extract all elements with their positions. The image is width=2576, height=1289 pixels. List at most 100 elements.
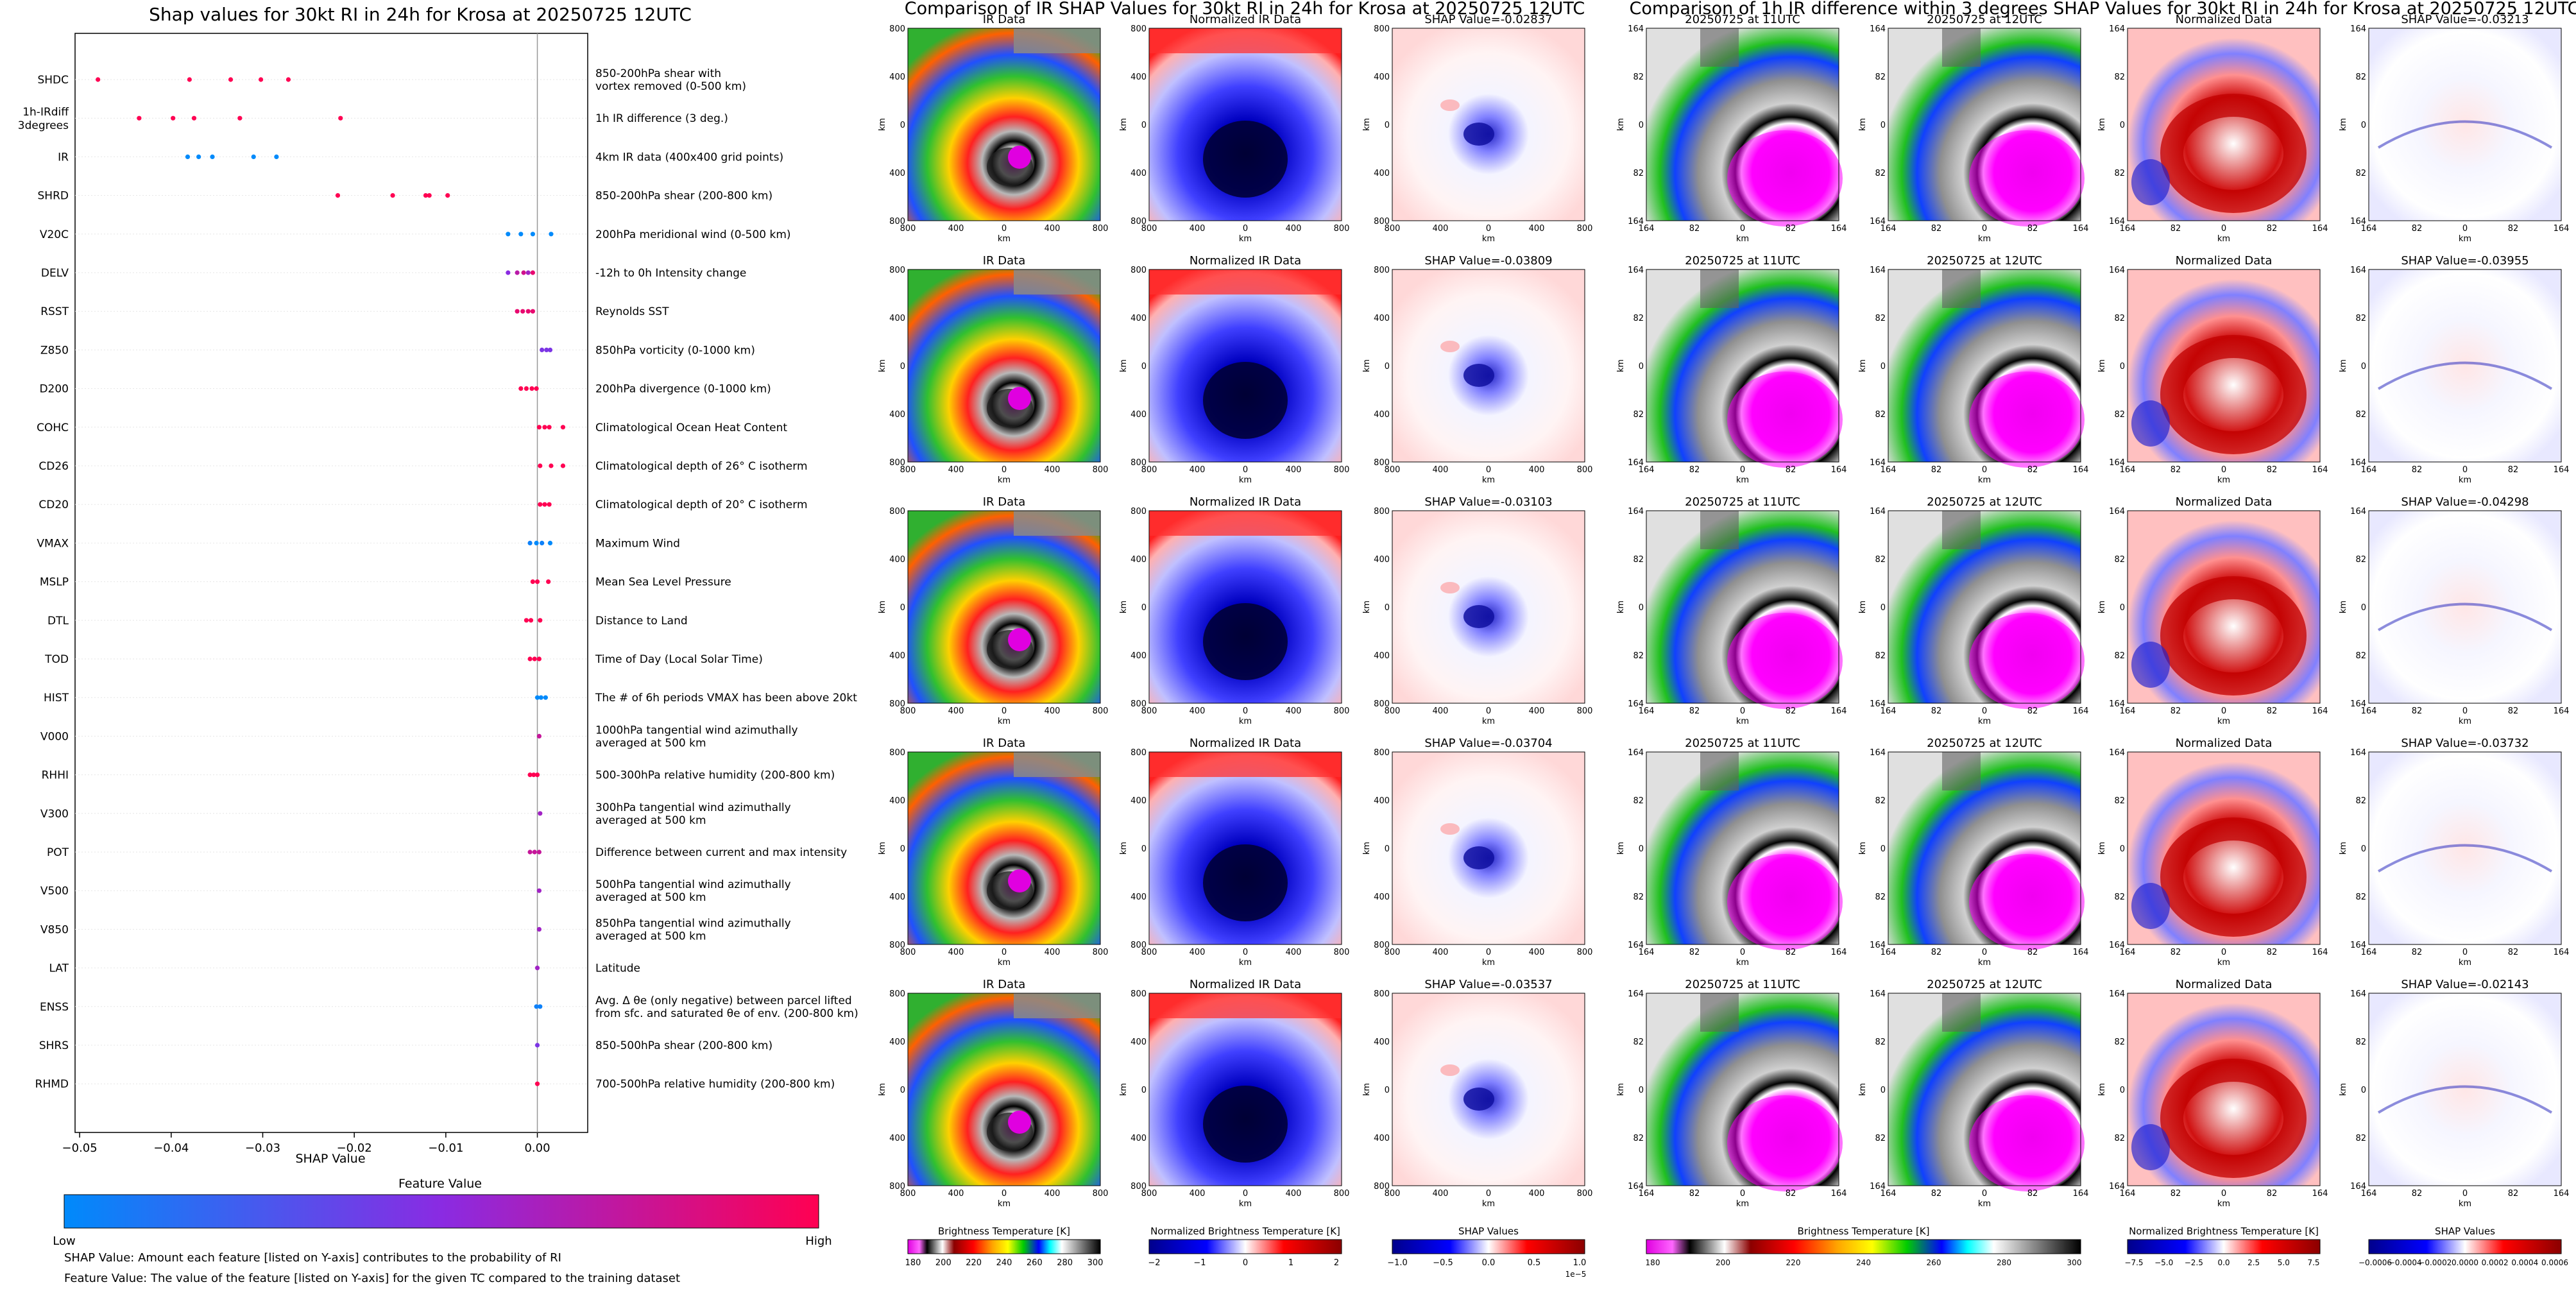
x-tick-label: 800	[1385, 948, 1401, 957]
x-tick-label: 82	[1931, 706, 1942, 716]
y-tick-label: 82	[2355, 796, 2366, 806]
shap-point	[191, 115, 197, 121]
x-tick-label: 164	[1881, 465, 1897, 475]
y-tick-label: 800	[889, 458, 905, 468]
x-tick-label: 0	[1982, 224, 1987, 234]
shap-point	[185, 154, 191, 159]
feature-code-label: CD26	[38, 460, 69, 473]
x-tick-label: 164	[2361, 1189, 2377, 1199]
x-tick-label: 800	[1334, 1189, 1350, 1199]
shap-point	[536, 733, 542, 738]
y-tick-label: 0	[2120, 121, 2125, 130]
x-tick-label: 0	[1002, 224, 1007, 234]
y-tick-label: 800	[1130, 941, 1147, 950]
y-tick-label: 82	[1875, 1134, 1886, 1143]
x-tick-label: 82	[1689, 224, 1700, 234]
y-tick-label: 82	[1633, 555, 1644, 565]
panel-title: Normalized Data	[2176, 737, 2273, 750]
x-tick-label: 0	[2221, 224, 2226, 234]
panel-image	[907, 751, 1101, 945]
y-tick-label: 800	[889, 24, 905, 34]
y-tick-label: 400	[1374, 410, 1390, 420]
x-tick-label: 164	[2361, 706, 2377, 716]
x-tick-label: 800	[1385, 224, 1401, 234]
y-tick-label: 164	[1628, 266, 1644, 275]
x-axis-unit: km	[1736, 475, 1749, 485]
x-tick-label: 800	[900, 948, 916, 957]
y-tick-label: 164	[1628, 748, 1644, 758]
shap-point	[532, 849, 537, 855]
x-axis-unit: km	[1736, 234, 1749, 244]
y-axis-unit: km	[2339, 1083, 2348, 1096]
x-tick-label: 800	[1093, 465, 1109, 475]
y-tick-label: 800	[1130, 699, 1147, 709]
x-axis-unit: km	[1978, 234, 1991, 244]
shap-point	[524, 618, 529, 623]
y-axis-unit: km	[1858, 118, 1868, 131]
y-tick-label: 82	[1633, 1134, 1644, 1143]
y-tick-label: 0	[900, 121, 905, 130]
y-axis-unit: km	[1362, 1083, 1372, 1096]
x-tick-label: 82	[2171, 706, 2181, 716]
x-tick-label: 0	[1740, 948, 1745, 957]
x-axis-unit: km	[1239, 234, 1252, 244]
y-tick-label: 0	[900, 844, 905, 854]
x-axis-unit: km	[2217, 1199, 2230, 1209]
shap-point	[538, 502, 543, 507]
x-tick-label: 0	[2221, 1189, 2226, 1199]
y-tick-label: 0	[1881, 603, 1886, 613]
y-tick-label: 0	[2120, 603, 2125, 613]
y-tick-label: 82	[2355, 1134, 2366, 1143]
x-tick-label: 82	[2027, 224, 2038, 234]
shap-point	[547, 425, 552, 430]
x-tick-label: 400	[1433, 706, 1449, 716]
x-tick-label: 164	[2312, 1189, 2328, 1199]
shap-point	[534, 966, 540, 971]
x-tick-label: 400	[1045, 224, 1061, 234]
y-tick-label: 400	[1374, 555, 1390, 565]
x-tick-label: 164	[2554, 465, 2570, 475]
shap-point	[259, 77, 264, 82]
y-tick-label: 800	[889, 1182, 905, 1191]
shap-point	[427, 193, 432, 198]
y-tick-label: 82	[2355, 314, 2366, 323]
shap-point	[547, 347, 553, 353]
y-tick-label: 82	[1875, 73, 1886, 82]
x-axis-unit: km	[1978, 1199, 1991, 1209]
x-tick-label: −0.01	[428, 1141, 463, 1155]
y-tick-label: 164	[2350, 748, 2366, 758]
y-tick-label: 82	[1633, 314, 1644, 323]
y-axis-unit: km	[2097, 1083, 2107, 1096]
y-tick-label: 0	[1385, 844, 1390, 854]
shap-point	[196, 154, 201, 159]
feature-code-label: V000	[40, 730, 69, 743]
x-tick-label: −0.05	[62, 1141, 98, 1155]
y-tick-label: 0	[1141, 362, 1147, 371]
x-tick-label: 164	[2120, 1189, 2136, 1199]
shap-point	[542, 502, 547, 507]
y-tick-label: 164	[2350, 266, 2366, 275]
feature-value-colorbar	[64, 1194, 819, 1229]
x-tick-label: 0	[1982, 948, 1987, 957]
colorbar-tick-label: 0.0	[1482, 1258, 1496, 1268]
shap-point	[338, 115, 343, 121]
panel-title: 20250725 at 11UTC	[1685, 737, 1800, 750]
feature-code-label: COHC	[37, 422, 69, 434]
y-tick-label: 400	[1130, 1134, 1147, 1143]
feature-description-label: Time of Day (Local Solar Time)	[595, 653, 763, 666]
shap-point	[547, 502, 552, 507]
x-tick-label: 800	[900, 465, 916, 475]
panel-title: IR Data	[983, 978, 1026, 991]
y-tick-label: 400	[889, 892, 905, 902]
y-tick-label: 800	[1374, 507, 1390, 516]
y-axis-unit: km	[1858, 1083, 1868, 1096]
panel-image	[1392, 28, 1585, 221]
panel-title: 20250725 at 11UTC	[1685, 495, 1800, 509]
ir-colorbars: Brightness Temperature [K] 180 200 220 240 26…	[905, 1225, 1587, 1279]
x-tick-label: 82	[1931, 465, 1942, 475]
x-axis-unit: km	[1978, 475, 1991, 485]
x-tick-label: 0	[2462, 1189, 2468, 1199]
feature-description-label: 1h IR difference (3 deg.)	[595, 112, 728, 125]
x-tick-label: 400	[1529, 948, 1545, 957]
